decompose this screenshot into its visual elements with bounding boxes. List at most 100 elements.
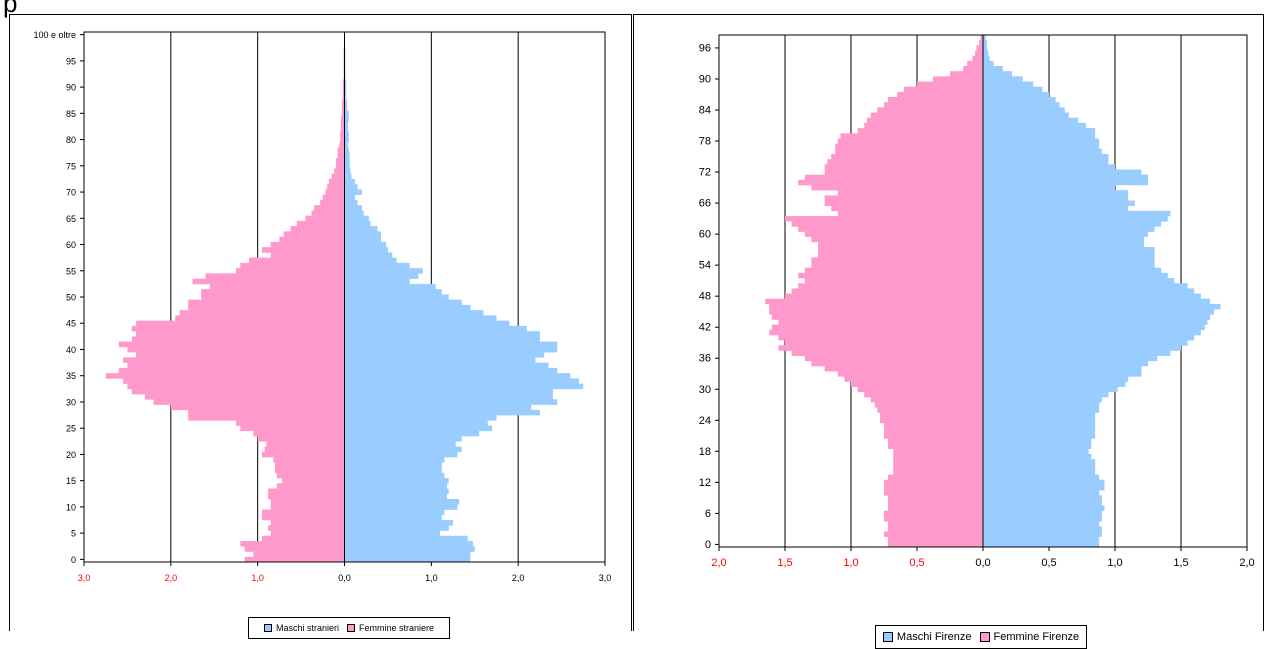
y-tick-label-1: 5	[71, 529, 76, 539]
bar-male-age-50	[983, 283, 1188, 289]
bar-female-age-12	[268, 493, 345, 500]
bar-female-age-80	[340, 136, 345, 143]
y-axis: 0 5 10 15 20 25 30 35 40 45 50 55 60 65 70 75 80 85 90 95 10…	[33, 30, 84, 565]
bar-male-age-70	[344, 189, 362, 195]
bar-female-age-20	[262, 451, 345, 458]
bar-male-age-76	[344, 157, 350, 164]
bar-male-age-28	[344, 409, 540, 416]
y-tick-label-20: 100 e oltre	[33, 30, 76, 40]
bar-male-age-77	[983, 143, 1100, 150]
bar-male-age-66	[344, 210, 364, 216]
bar-female-age-19	[887, 443, 983, 450]
legend-label-males: Maschi Firenze	[896, 631, 972, 643]
bar-male-age-47	[983, 298, 1211, 305]
bar-female-age-32	[844, 376, 983, 382]
bar-male-age-43	[344, 331, 540, 337]
y-tick-label-7: 35	[66, 371, 76, 381]
bar-female-age-8	[887, 500, 983, 506]
bar-female-age-58	[818, 241, 983, 248]
bar-female-age-54	[205, 273, 345, 279]
bar-female-age-46	[175, 315, 345, 321]
bar-male-age-69	[344, 194, 355, 201]
bar-female-age-12	[884, 479, 983, 486]
bar-male-age-45	[344, 320, 510, 327]
bar-male-age-27	[344, 415, 497, 421]
y-tick-label-1: 6	[705, 508, 711, 520]
x-tick-label-7: 1,5	[1173, 557, 1188, 569]
bar-female-age-77	[835, 143, 983, 150]
bar-female-age-16	[276, 472, 345, 479]
bar-male-age-83	[344, 121, 348, 127]
bar-female-age-26	[877, 407, 983, 413]
bar-male-age-1	[344, 551, 471, 558]
bar-female-age-60	[270, 241, 345, 248]
bar-male-age-74	[344, 168, 351, 174]
bar-female-age-84	[341, 115, 345, 122]
bar-male-age-90	[344, 84, 347, 91]
bar-female-age-64	[296, 220, 345, 227]
bar-male-age-68	[983, 190, 1129, 196]
bar-male-age-62	[983, 221, 1162, 227]
bar-male-age-85	[983, 102, 1060, 108]
bar-male-age-18	[983, 448, 1089, 455]
bar-male-age-66	[983, 200, 1135, 206]
bar-male-age-30	[344, 399, 558, 405]
bar-female-age-7	[270, 520, 345, 526]
bar-female-age-47	[179, 310, 345, 316]
bar-male-age-95	[983, 50, 989, 56]
bar-male-age-54	[983, 262, 1155, 269]
bar-male-age-72	[344, 178, 355, 185]
bar-male-age-35	[983, 360, 1148, 367]
bar-male-age-90	[983, 76, 1023, 82]
bar-male-age-56	[344, 262, 410, 269]
bar-male-age-5	[344, 530, 441, 537]
bar-female-age-81	[864, 122, 983, 129]
bar-female-age-29	[864, 391, 983, 398]
bar-male-age-98	[983, 35, 986, 41]
bar-male-age-34	[983, 365, 1142, 372]
bar-female-age-41	[118, 341, 345, 348]
bar-female-age-64	[837, 210, 983, 217]
bar-female-age-74	[334, 168, 345, 174]
bar-female-age-97	[979, 40, 983, 46]
y-tick-label-15: 75	[66, 161, 76, 171]
bar-male-age-64	[983, 210, 1171, 217]
bar-female-age-13	[887, 474, 983, 481]
bar-male-age-73	[344, 173, 352, 180]
bar-male-age-60	[344, 241, 387, 248]
bar-female-age-22	[884, 428, 983, 434]
bar-male-age-56	[983, 252, 1155, 258]
bar-male-age-39	[344, 352, 545, 358]
bar-female-age-1	[253, 551, 345, 558]
legend-item-females: Femmine Firenze	[979, 631, 1079, 643]
bar-male-age-7	[983, 505, 1105, 512]
bar-female-age-38	[123, 357, 345, 363]
bar-male-age-33	[344, 383, 584, 390]
bar-male-age-97	[983, 40, 987, 46]
x-tick-label-0: 2,0	[711, 557, 726, 569]
bar-male-age-20	[344, 451, 458, 458]
bar-male-age-22	[983, 428, 1096, 434]
bar-male-age-79	[983, 133, 1096, 139]
bar-female-age-18	[275, 462, 345, 468]
y-tick-label-5: 30	[699, 384, 711, 396]
bar-female-age-63	[785, 216, 983, 222]
bar-male-age-1	[983, 536, 1100, 543]
y-tick-label-4: 24	[699, 415, 711, 427]
pyramid-chart-florence: 2,0 1,5 1,0 0,5 0,0 0,5 1,0 1,5 2,00612182430364…	[699, 34, 1255, 569]
bar-female-age-34	[824, 365, 983, 372]
y-tick-label-2: 10	[66, 502, 76, 512]
bar-female-age-9	[262, 509, 345, 516]
bar-female-age-78	[337, 147, 345, 153]
legend-label-males: Maschi stranieri	[275, 623, 339, 633]
bar-female-age-37	[127, 362, 345, 369]
bar-male-age-58	[344, 252, 393, 258]
bar-male-age-8	[983, 500, 1102, 506]
bar-female-age-79	[840, 133, 983, 139]
y-tick-label-3: 18	[699, 446, 711, 458]
y-tick-label-12: 72	[699, 167, 711, 179]
bar-male-age-13	[983, 474, 1100, 481]
bar-female-age-4	[262, 535, 345, 542]
bar-female-age-2	[884, 531, 983, 537]
bar-female-age-57	[818, 247, 983, 253]
